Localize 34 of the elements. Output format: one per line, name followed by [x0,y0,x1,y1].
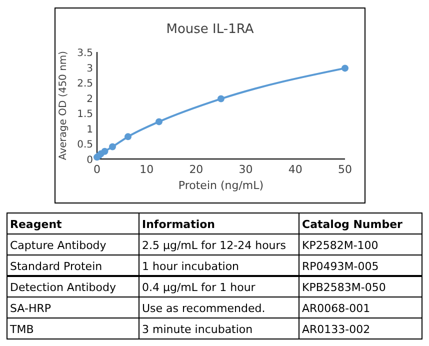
x-tick-label: 20 [189,163,204,176]
x-axis-title: Protein (ng/mL) [178,179,264,192]
text: Standard Protein [10,260,102,273]
text: Catalog Number [302,218,404,231]
y-tick-label: 0 [86,155,93,166]
x-tick-label: 30 [238,163,253,176]
text: AR0068-001 [302,302,370,315]
y-tick-label: 1 [86,124,93,136]
y-tick-label: 1.5 [77,109,93,120]
y-tick-label: 0.5 [77,140,93,151]
y-tick-label: 2.5 [77,78,93,90]
y-tick-label: 3 [86,63,93,74]
chart-title: Mouse IL-1RA [166,22,254,37]
text: 3 minute incubation [142,323,253,336]
y-tick-label: 2 [86,94,93,105]
text: 0.4 μg/mL for 1 hour [142,281,256,294]
text: Capture Antibody [10,239,107,252]
text: Use as recommended. [142,302,266,315]
text: Reagent [10,218,62,231]
y-axis-title: Average OD (450 nm) [58,50,69,160]
text: 2.5 μg/mL for 12-24 hours [142,239,286,252]
y-tick-label: 3.5 [77,48,93,59]
text: TMB [9,323,34,336]
text: AR0133-002 [302,323,370,336]
text: Detection Antibody [10,281,116,294]
text: SA-HRP [10,302,52,315]
x-tick-label: 10 [140,163,154,176]
text: 1 hour incubation [142,260,240,273]
text: KP2582M-100 [302,239,378,252]
x-tick-label: 40 [288,163,302,176]
text: RP0493M-005 [302,260,379,273]
x-tick-label: 50 [338,163,352,176]
text: KPB2583M-050 [302,281,386,294]
text: Information [142,218,215,231]
